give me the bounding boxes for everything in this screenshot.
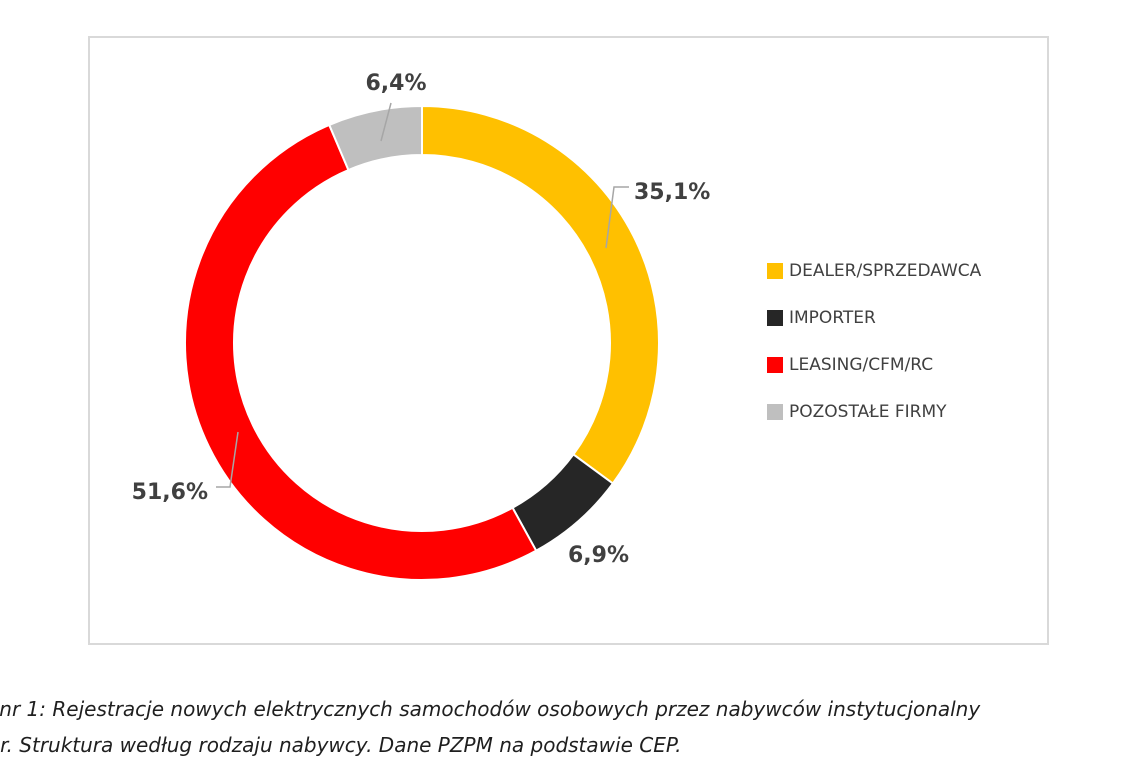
legend-swatch-importer — [767, 310, 783, 326]
caption-line-1: res nr 1: Rejestracje nowych elektryczny… — [0, 697, 981, 721]
leader-line-dealer-sprzedawca — [605, 186, 629, 249]
legend-label-dealer-sprzedawca: DEALER/SPRZEDAWCA — [789, 261, 982, 281]
leader-line-leasing-cfm-rc — [216, 431, 239, 488]
leader-lines — [216, 102, 629, 488]
figure-caption: res nr 1: Rejestracje nowych elektryczny… — [0, 691, 1140, 763]
caption-line-2: 020r. Struktura według rodzaju nabywcy. … — [0, 733, 682, 757]
data-label-dealer-sprzedawca: 35,1% — [634, 180, 710, 205]
legend-swatch-leasing-cfm-rc — [767, 357, 783, 373]
legend-label-importer: IMPORTER — [789, 308, 876, 328]
data-label-leasing-cfm-rc: 51,6% — [132, 480, 208, 505]
data-label-pozostale-firmy: 6,4% — [365, 71, 426, 96]
data-label-importer: 6,9% — [568, 543, 629, 568]
slice-leasing-cfm-rc — [184, 123, 538, 581]
legend-swatch-pozostale-firmy — [767, 404, 783, 420]
donut-slices — [184, 104, 660, 581]
legend-label-leasing-cfm-rc: LEASING/CFM/RC — [789, 355, 933, 375]
legend-label-pozostale-firmy: POZOSTAŁE FIRMY — [789, 402, 947, 422]
slice-pozostale-firmy — [327, 104, 423, 172]
leader-line-pozostale-firmy — [380, 102, 392, 142]
chart-frame — [88, 36, 1049, 645]
legend: DEALER/SPRZEDAWCA IMPORTER LEASING/CFM/RC P… — [767, 261, 982, 422]
legend-swatch-dealer-sprzedawca — [767, 263, 783, 279]
data-labels: 35,1% 6,9% 51,6% 6,4% — [132, 71, 711, 568]
slice-dealer-sprzedawca — [421, 104, 660, 485]
